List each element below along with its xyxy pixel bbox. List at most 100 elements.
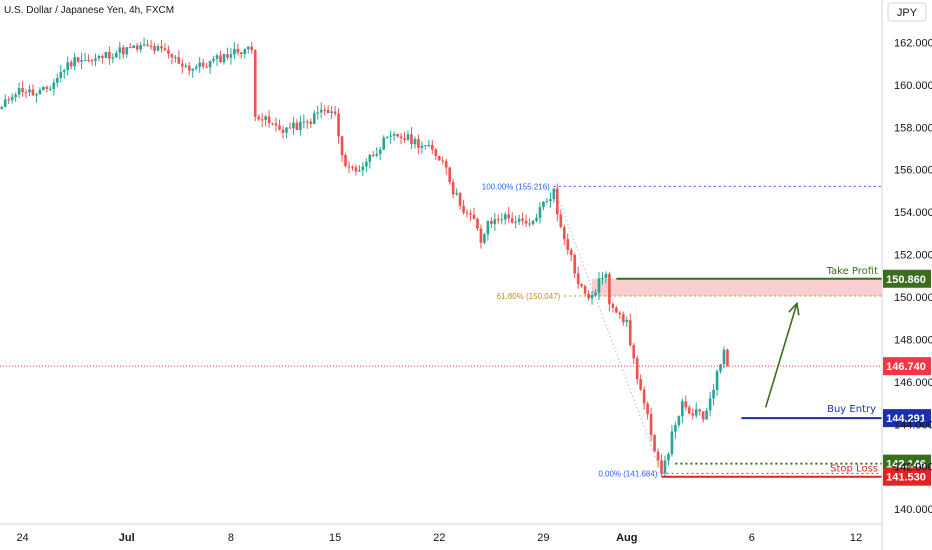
y-tick-label: 140.000	[894, 504, 932, 516]
candle-body	[156, 46, 160, 51]
candle-body	[601, 278, 604, 280]
candle-body	[49, 88, 52, 90]
take-profit-tag-label: 150.860	[886, 274, 926, 286]
candle-body	[76, 57, 80, 62]
take-profit-label: Take Profit	[826, 266, 879, 277]
candle-body	[257, 116, 261, 120]
candle-body	[278, 125, 281, 130]
y-tick-label: 156.000	[894, 165, 932, 177]
candle-body	[267, 116, 271, 124]
candle-body	[385, 136, 389, 138]
y-tick-label: 158.000	[894, 122, 932, 134]
candle-body	[90, 60, 94, 62]
candle-body	[38, 90, 42, 95]
candle-body	[299, 121, 302, 131]
current-price-tag-label: 146.740	[886, 361, 926, 373]
candle-body	[382, 137, 386, 150]
candle-body	[430, 144, 434, 150]
candle-body	[111, 57, 115, 59]
candle-body	[264, 116, 267, 120]
candle-body	[229, 54, 233, 58]
candle-body	[712, 389, 715, 399]
candle-body	[358, 170, 361, 172]
candle-body	[444, 161, 448, 168]
candle-body	[351, 166, 354, 168]
candle-body	[587, 293, 590, 299]
candle-body	[441, 160, 445, 162]
candle-body	[569, 250, 573, 256]
candle-body	[389, 135, 392, 137]
x-tick-label: Aug	[616, 532, 637, 544]
candlesticks	[0, 37, 729, 478]
candle-body	[681, 401, 684, 417]
candle-body	[552, 188, 556, 200]
candle-body	[0, 106, 4, 109]
candle-body	[337, 113, 340, 137]
candle-body	[233, 48, 236, 55]
candle-body	[361, 166, 365, 171]
candle-body	[7, 99, 11, 101]
candle-body	[253, 50, 257, 117]
candle-body	[507, 214, 511, 219]
candle-body	[559, 214, 563, 228]
candle-body	[191, 68, 195, 71]
y-tick-label: 162.000	[894, 37, 932, 49]
candle-body	[396, 134, 399, 137]
candle-body	[319, 109, 323, 113]
candle-body	[417, 139, 420, 148]
stop-loss-label: Stop Loss	[830, 464, 878, 475]
candle-body	[653, 434, 656, 452]
candle-body	[469, 213, 472, 215]
candle-body	[604, 273, 608, 279]
candle-body	[524, 220, 528, 224]
price-axis: JPY 162.000 160.000 158.000 156.000 154.000 15…	[881, 0, 932, 550]
candle-body	[663, 460, 667, 474]
candle-body	[24, 92, 28, 94]
candle-body	[187, 65, 191, 71]
candle-body	[139, 45, 142, 50]
candle-body	[517, 218, 521, 222]
candle-body	[340, 136, 344, 156]
candle-body	[424, 145, 427, 147]
candle-body	[687, 407, 691, 414]
candle-body	[472, 214, 476, 219]
candle-body	[368, 154, 372, 162]
candle-body	[219, 55, 222, 63]
x-tick-label: 29	[537, 532, 549, 544]
candle-body	[674, 425, 677, 432]
candle-body	[483, 234, 486, 243]
candle-body	[31, 89, 35, 96]
candle-body	[514, 221, 517, 223]
candle-body	[208, 60, 212, 68]
candle-body	[323, 109, 326, 111]
candle-body	[667, 454, 670, 461]
candle-body	[292, 122, 295, 129]
candle-body	[639, 379, 642, 390]
candle-body	[493, 219, 497, 224]
y-tick-label: 142.000	[894, 462, 932, 474]
candle-body	[420, 145, 424, 148]
candle-body	[309, 121, 313, 124]
candle-body	[615, 307, 618, 313]
candle-body	[715, 371, 719, 390]
candle-body	[167, 50, 170, 54]
candle-body	[10, 97, 14, 101]
y-tick-label: 150.000	[894, 292, 932, 304]
candle-body	[476, 218, 479, 229]
candle-body	[326, 109, 330, 113]
candle-body	[500, 219, 504, 221]
candle-body	[94, 58, 97, 61]
candle-body	[62, 70, 66, 72]
buy-entry-tag	[883, 409, 931, 428]
bullish-arrow-head	[788, 301, 800, 316]
candle-body	[73, 57, 76, 67]
fib-level-label: 100.00% (155.216)	[482, 182, 550, 191]
candle-body	[542, 201, 545, 208]
candle-body	[163, 48, 167, 51]
candle-body	[42, 86, 45, 91]
candle-body	[462, 205, 465, 213]
support-tag-label: 142.146	[886, 459, 926, 471]
candle-body	[403, 138, 406, 140]
